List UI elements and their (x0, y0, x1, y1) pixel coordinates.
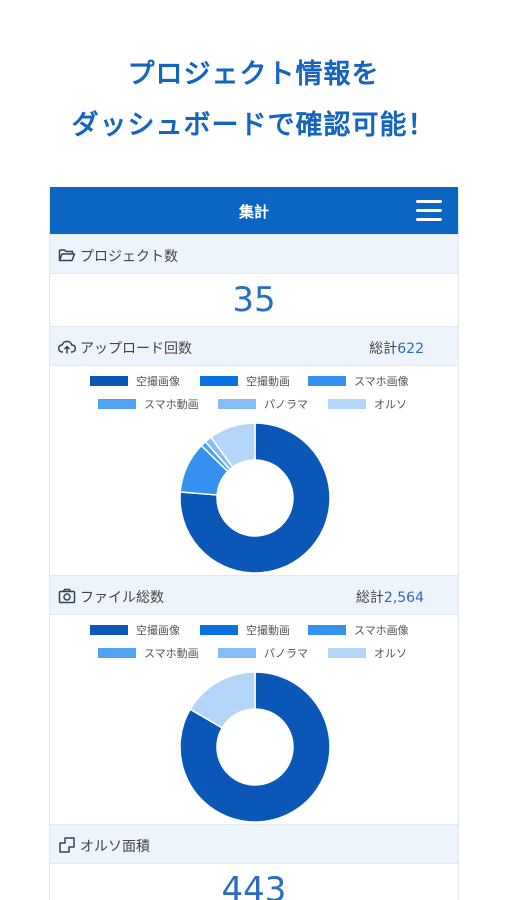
uploads-legend: 空撮画像 空撮動画 スマホ画像スマホ動画 パノラマ オルソ (50, 366, 458, 421)
legend-item[interactable]: 空撮画像 (90, 623, 180, 637)
uploads-label: アップロード回数 (80, 341, 192, 357)
legend-item[interactable]: スマホ画像 (308, 623, 409, 637)
projects-section-header: プロジェクト数 (50, 234, 458, 274)
legend-label: オルソ (374, 647, 407, 660)
cloud-upload-icon (58, 340, 76, 354)
ortho-section-header: オルソ面積 (50, 824, 458, 864)
legend-item[interactable]: オルソ (328, 397, 407, 411)
legend-item[interactable]: スマホ画像 (308, 374, 409, 388)
legend-swatch (98, 399, 136, 409)
legend-label: 空撮動画 (246, 375, 290, 388)
ortho-area-value: 443 (221, 870, 287, 900)
phone-screen: 集計 プロジェクト数 35 アップロード回数 総計622 空撮画像 空撮動画 スマホ… (49, 187, 459, 900)
legend-item[interactable]: パノラマ (218, 646, 308, 660)
headline-line-1: プロジェクト情報を (127, 59, 380, 90)
donut-slice[interactable] (179, 422, 331, 574)
uploads-total: 総計622 (369, 341, 424, 357)
legend-item[interactable]: パノラマ (218, 397, 308, 411)
legend-label: スマホ画像 (354, 624, 409, 637)
folder-open-icon (58, 249, 76, 262)
legend-swatch (200, 625, 238, 635)
donut-slice[interactable] (209, 422, 256, 469)
legend-label: スマホ動画 (144, 647, 199, 660)
ortho-label: オルソ面積 (80, 839, 150, 855)
uploads-donut-chart (50, 421, 458, 575)
legend-swatch (98, 648, 136, 658)
legend-swatch (328, 648, 366, 658)
files-section-header: ファイル総数 総計2,564 (50, 575, 458, 615)
legend-label: 空撮画像 (136, 375, 180, 388)
legend-item[interactable]: オルソ (328, 646, 407, 660)
legend-label: パノラマ (264, 647, 308, 660)
uploads-section-header: アップロード回数 総計622 (50, 326, 458, 366)
legend-item[interactable]: 空撮動画 (200, 623, 290, 637)
legend-item[interactable]: 空撮画像 (90, 374, 180, 388)
legend-swatch (90, 625, 128, 635)
legend-label: スマホ画像 (354, 375, 409, 388)
legend-swatch (328, 399, 366, 409)
donut-slice[interactable] (189, 671, 256, 729)
files-legend: 空撮画像 空撮動画 スマホ画像スマホ動画 パノラマ オルソ (50, 615, 458, 670)
projects-count: 35 (232, 280, 276, 320)
legend-swatch (90, 376, 128, 386)
legend-item[interactable]: スマホ動画 (98, 646, 199, 660)
legend-label: 空撮動画 (246, 624, 290, 637)
files-label: ファイル総数 (80, 590, 164, 606)
app-bar: 集計 (50, 187, 458, 234)
legend-label: パノラマ (264, 398, 308, 411)
ortho-area-icon (59, 837, 75, 853)
legend-swatch (308, 625, 346, 635)
files-total: 総計2,564 (355, 590, 424, 606)
legend-swatch (200, 376, 238, 386)
legend-label: 空撮画像 (136, 624, 180, 637)
app-bar-title: 集計 (238, 203, 269, 221)
legend-swatch (218, 648, 256, 658)
donut-slice[interactable] (179, 671, 331, 823)
headline-line-2: ダッシュボードで確認可能！ (71, 110, 436, 141)
projects-label: プロジェクト数 (80, 249, 178, 265)
legend-swatch (218, 399, 256, 409)
legend-swatch (308, 376, 346, 386)
legend-label: スマホ動画 (144, 398, 199, 411)
files-donut-chart (50, 670, 458, 824)
legend-item[interactable]: スマホ動画 (98, 397, 199, 411)
legend-item[interactable]: 空撮動画 (200, 374, 290, 388)
legend-label: オルソ (374, 398, 407, 411)
camera-icon (58, 588, 76, 604)
hamburger-menu-icon[interactable] (416, 200, 442, 221)
